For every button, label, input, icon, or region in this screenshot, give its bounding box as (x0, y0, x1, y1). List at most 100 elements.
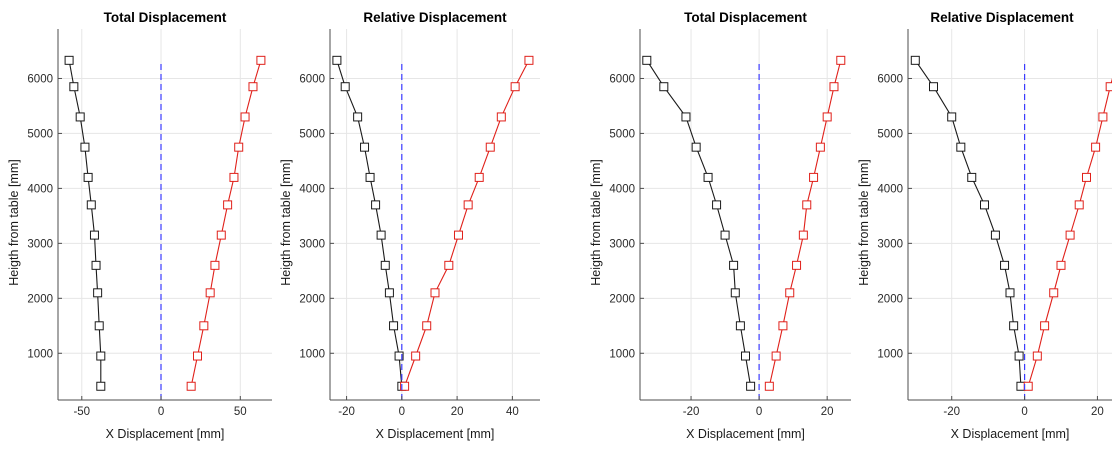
data-point (712, 200, 722, 210)
x-axis-label: X Displacement [mm] (951, 427, 1070, 441)
y-axis-label: Heigth from table [mm] (279, 159, 293, 285)
data-point (453, 230, 463, 240)
data-point (380, 260, 390, 270)
y-tick-label: 4000 (27, 183, 53, 195)
data-point (384, 288, 394, 298)
y-tick-label: 3000 (27, 238, 53, 250)
series-line-2 (190, 60, 262, 387)
y-tick-label: 1000 (27, 348, 53, 360)
data-point (815, 142, 825, 152)
series-line-2 (1027, 78, 1112, 387)
y-tick-label: 2000 (27, 293, 53, 305)
data-point (720, 230, 730, 240)
data-point (524, 55, 534, 65)
data-point (93, 288, 103, 298)
data-point (400, 381, 410, 391)
data-point (365, 172, 375, 182)
series-line-1 (914, 59, 1022, 387)
plot-area (640, 29, 851, 400)
data-point (240, 112, 250, 122)
data-point (1065, 230, 1075, 240)
data-point (376, 230, 386, 240)
data-point (1000, 260, 1010, 270)
data-point (956, 142, 966, 152)
data-point (929, 82, 938, 92)
data-point (947, 112, 957, 122)
data-point (1082, 172, 1091, 182)
data-point (89, 230, 99, 240)
data-point (94, 321, 104, 331)
x-tick-label: -20 (683, 406, 700, 418)
data-point (80, 142, 90, 152)
data-point (642, 55, 652, 65)
data-point (967, 172, 977, 182)
x-tick-label: 0 (756, 406, 762, 418)
data-point (1023, 381, 1033, 391)
y-tick-label: 1000 (609, 348, 635, 360)
x-axis-label: X Displacement [mm] (686, 427, 805, 441)
data-point (681, 112, 691, 122)
data-point (422, 321, 432, 331)
data-point (394, 351, 404, 361)
data-point (463, 200, 473, 210)
y-tick-label: 6000 (299, 73, 325, 85)
series-line-1 (68, 60, 102, 387)
x-tick-label: 50 (234, 406, 247, 418)
data-point (332, 55, 342, 65)
y-tick-label: 4000 (299, 183, 325, 195)
data-point (1009, 321, 1019, 331)
series-line-2 (768, 60, 842, 387)
data-point (746, 381, 756, 391)
subplot-3: 1000 2000 3000 4000 5000 6000 -20 0 20 Total Disp… (589, 10, 851, 441)
data-point (510, 82, 520, 92)
data-point (256, 55, 266, 65)
data-point (771, 351, 781, 361)
data-point (1074, 200, 1084, 210)
data-point (778, 321, 788, 331)
data-point (829, 82, 839, 92)
data-point (659, 82, 669, 92)
data-point (360, 142, 370, 152)
subplot-1: 1000 2000 3000 4000 5000 6000 -50 0 50 Total Disp… (7, 10, 272, 441)
x-tick-label: 20 (1091, 406, 1104, 418)
data-point (910, 55, 920, 65)
y-tick-label: 6000 (27, 73, 53, 85)
data-point (371, 200, 381, 210)
data-point (64, 55, 74, 65)
data-point (1032, 351, 1042, 361)
series-line-2 (404, 60, 530, 387)
data-point (729, 260, 739, 270)
data-point (216, 230, 226, 240)
plot-area (908, 29, 1112, 400)
data-point (836, 55, 846, 65)
data-point (223, 200, 233, 210)
data-point (785, 288, 795, 298)
data-point (210, 260, 220, 270)
subplot-2: 1000 2000 3000 4000 5000 6000 -20 0 20 40 Relative… (279, 10, 540, 441)
data-point (91, 260, 101, 270)
data-point (1049, 288, 1059, 298)
data-point (703, 172, 713, 182)
plot-area (58, 29, 272, 400)
x-tick-label: -50 (73, 406, 90, 418)
data-point (75, 112, 85, 122)
chart-title: Total Displacement (684, 10, 807, 25)
y-tick-label: 2000 (609, 293, 635, 305)
x-tick-label: 0 (399, 406, 405, 418)
data-point (205, 288, 215, 298)
x-tick-label: -20 (338, 406, 355, 418)
data-point (86, 200, 96, 210)
data-point (96, 381, 106, 391)
data-point (822, 112, 832, 122)
data-point (430, 288, 440, 298)
subplot-4: 1000 2000 3000 4000 5000 6000 -20 0 20 Relative D… (857, 10, 1112, 441)
y-tick-label: 1000 (877, 348, 903, 360)
data-point (192, 351, 202, 361)
data-point (248, 82, 258, 92)
y-axis-label: Heigth from table [mm] (7, 159, 21, 285)
x-axis-label: X Displacement [mm] (376, 427, 495, 441)
data-point (809, 172, 819, 182)
data-point (1040, 321, 1050, 331)
